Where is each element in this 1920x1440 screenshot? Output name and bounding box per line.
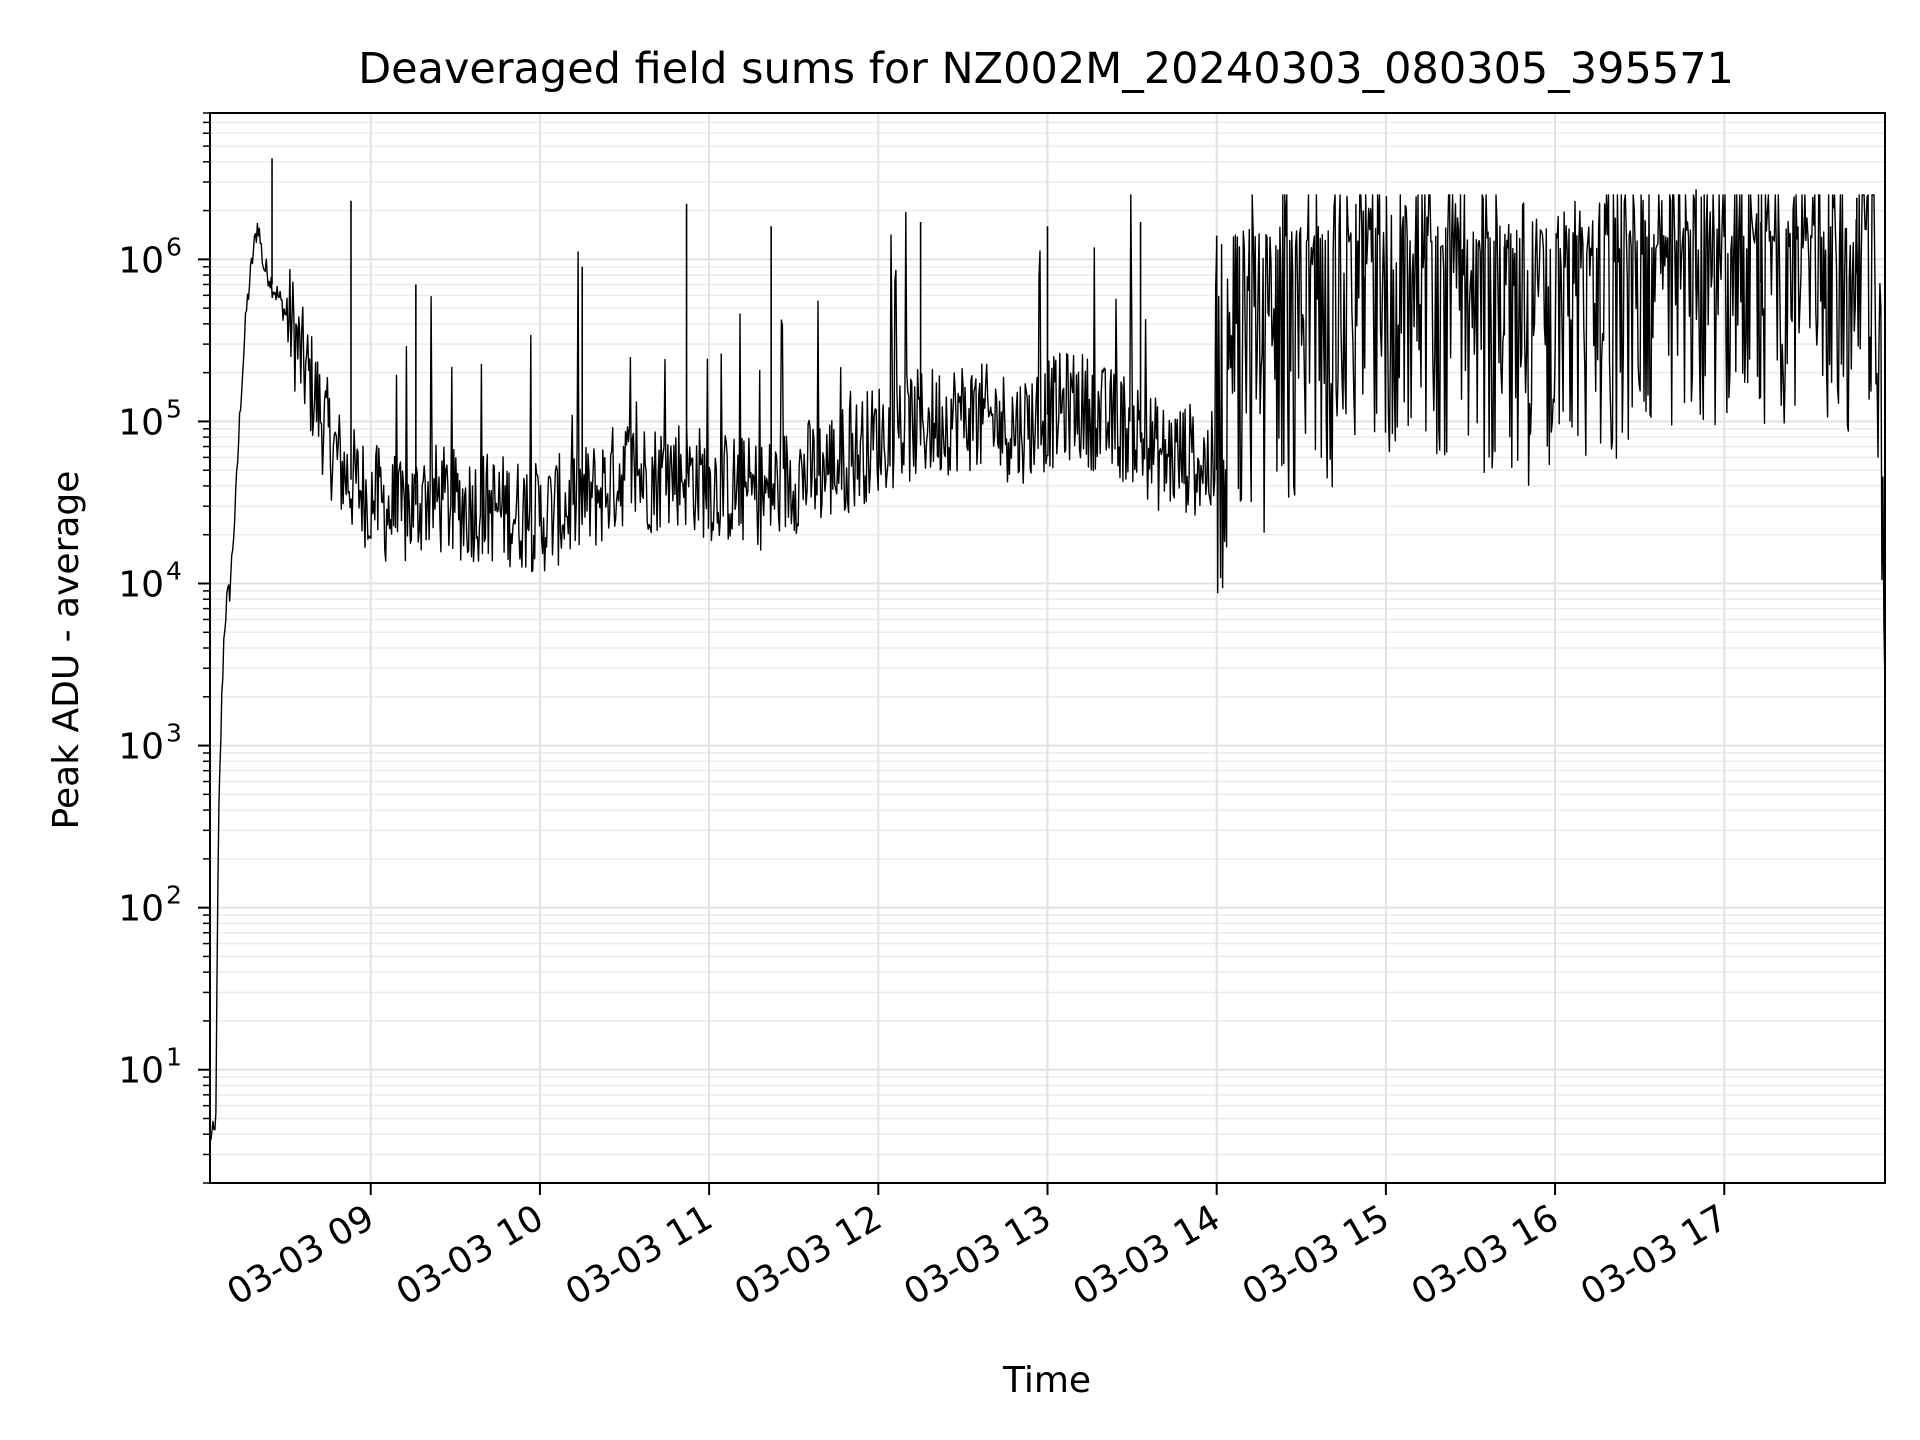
- x-axis-label: Time: [1002, 1360, 1091, 1401]
- y-tick-exponent: 1: [166, 1043, 182, 1072]
- y-tick-label: 10: [118, 1051, 164, 1092]
- y-tick-exponent: 6: [166, 232, 182, 261]
- y-axis-label: Peak ADU - average: [46, 471, 87, 830]
- y-tick-exponent: 2: [166, 881, 182, 910]
- data-line: [209, 194, 1886, 1140]
- y-tick-label: 10: [118, 727, 164, 768]
- y-tick-label: 10: [118, 240, 164, 281]
- chart-title: Deaveraged field sums for NZ002M_2024030…: [358, 44, 1734, 94]
- y-tick-label: 10: [118, 402, 164, 443]
- y-tick-exponent: 3: [166, 719, 182, 748]
- y-tick-exponent: 5: [166, 394, 182, 423]
- y-tick-exponent: 4: [166, 557, 182, 586]
- y-tick-label: 10: [118, 565, 164, 606]
- data-line-group: [209, 158, 1886, 1140]
- y-tick-label: 10: [118, 889, 164, 930]
